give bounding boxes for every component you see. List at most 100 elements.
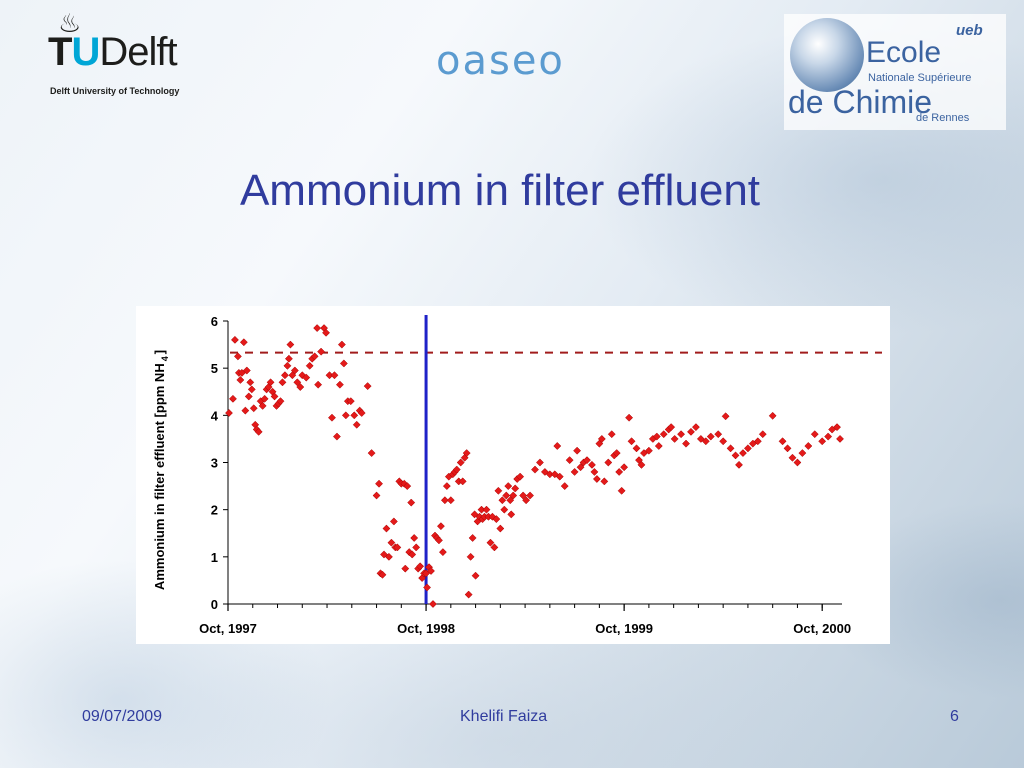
data-point: [408, 550, 417, 559]
data-point: [810, 430, 819, 439]
data-point: [677, 430, 686, 439]
data-point: [644, 446, 653, 455]
data-point: [389, 517, 398, 526]
data-point: [471, 571, 480, 580]
data-point: [659, 430, 668, 439]
data-point: [721, 412, 730, 421]
data-point: [367, 449, 376, 458]
ensc-ecole-text: Ecole: [866, 36, 942, 69]
data-point: [573, 446, 582, 455]
data-point: [753, 437, 762, 446]
data-point: [836, 434, 844, 443]
data-point: [400, 479, 409, 488]
data-point: [667, 423, 676, 432]
data-point: [313, 324, 322, 333]
data-point: [462, 449, 471, 458]
data-point: [555, 472, 564, 481]
data-point: [592, 475, 601, 483]
tudelft-wordmark: TUDelft: [48, 30, 178, 75]
data-point: [456, 458, 465, 467]
ensc-de-rennes-text: de Rennes: [916, 112, 970, 124]
data-point: [833, 423, 842, 432]
data-point: [620, 463, 629, 472]
y-axis-label-end: ]: [152, 350, 167, 354]
data-point: [228, 394, 237, 403]
data-point: [403, 482, 412, 491]
data-point: [239, 338, 248, 347]
data-point: [346, 397, 355, 406]
data-point: [296, 383, 305, 391]
data-point: [768, 411, 777, 420]
data-point: [576, 463, 585, 472]
data-point: [387, 538, 396, 547]
data-point: [233, 352, 242, 361]
data-point: [778, 437, 787, 446]
y-tick-label: 0: [211, 597, 218, 612]
data-point: [317, 347, 326, 356]
data-point: [254, 427, 263, 436]
data-point: [286, 340, 295, 349]
data-point: [522, 496, 531, 505]
globe-icon: [790, 18, 864, 92]
data-point: [565, 456, 574, 465]
data-point: [506, 496, 515, 505]
data-point: [423, 583, 432, 592]
data-point: [464, 590, 473, 599]
data-point: [438, 548, 447, 557]
data-point: [627, 437, 636, 446]
data-point: [382, 524, 391, 533]
data-point: [384, 552, 393, 561]
data-point: [436, 522, 445, 531]
x-tick-label: Oct, 1998: [397, 621, 455, 636]
data-point: [393, 543, 402, 552]
data-point: [412, 543, 421, 552]
data-point: [270, 392, 279, 401]
data-point: [280, 371, 289, 380]
data-point: [492, 515, 501, 524]
data-point: [266, 378, 275, 387]
data-point: [341, 411, 350, 420]
data-point: [652, 432, 661, 441]
data-point: [739, 449, 747, 458]
data-point: [682, 439, 690, 448]
data-point: [440, 496, 449, 505]
data-point: [246, 378, 255, 387]
data-point: [824, 432, 833, 441]
data-point: [416, 562, 425, 571]
data-point: [337, 340, 346, 349]
data-point: [726, 444, 735, 453]
footer-author: Khelifi Faiza: [460, 708, 548, 725]
data-point: [798, 449, 807, 458]
data-point: [714, 430, 723, 439]
data-point: [482, 505, 491, 514]
data-point: [604, 458, 613, 467]
tudelft-u: U: [71, 30, 100, 74]
data-point: [783, 444, 792, 453]
data-point: [410, 534, 419, 542]
data-point: [654, 442, 663, 450]
data-point: [249, 404, 258, 413]
data-point: [583, 456, 591, 465]
y-axis-label-subscript: 4: [160, 356, 170, 361]
data-point: [818, 437, 827, 446]
data-point: [496, 524, 505, 533]
data-point: [466, 552, 475, 561]
data-point: [607, 430, 616, 439]
data-point: [278, 378, 287, 387]
ensc-nationale-text: Nationale Supérieure: [868, 72, 972, 84]
data-point: [590, 467, 599, 476]
data-point: [314, 380, 323, 389]
data-point: [531, 465, 539, 474]
data-point: [302, 373, 311, 382]
data-point: [502, 491, 511, 500]
data-point: [632, 444, 641, 453]
data-point: [498, 496, 507, 505]
y-axis-label: Ammonium in filter effluent [ppm NH 4]: [152, 350, 170, 590]
ensc-rennes-logo: Ecole ueb Nationale Supérieure de Chimie…: [784, 14, 1006, 130]
data-point: [504, 482, 513, 491]
data-point: [375, 479, 383, 488]
data-point: [241, 406, 250, 415]
data-point: [600, 477, 609, 486]
data-point: [290, 366, 299, 375]
data-point: [560, 482, 569, 491]
